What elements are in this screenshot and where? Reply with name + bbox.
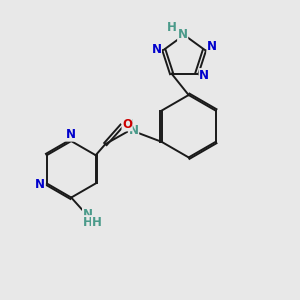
Text: H: H — [82, 216, 92, 229]
Text: N: N — [66, 128, 76, 141]
Text: N: N — [199, 69, 209, 82]
Text: N: N — [35, 178, 45, 191]
Text: H: H — [167, 21, 177, 34]
Text: H: H — [124, 118, 134, 130]
Text: N: N — [82, 208, 93, 221]
Text: N: N — [178, 28, 188, 41]
Text: H: H — [92, 216, 101, 229]
Text: O: O — [122, 118, 132, 130]
Text: N: N — [152, 43, 161, 56]
Text: N: N — [207, 40, 217, 53]
Text: N: N — [129, 124, 139, 137]
